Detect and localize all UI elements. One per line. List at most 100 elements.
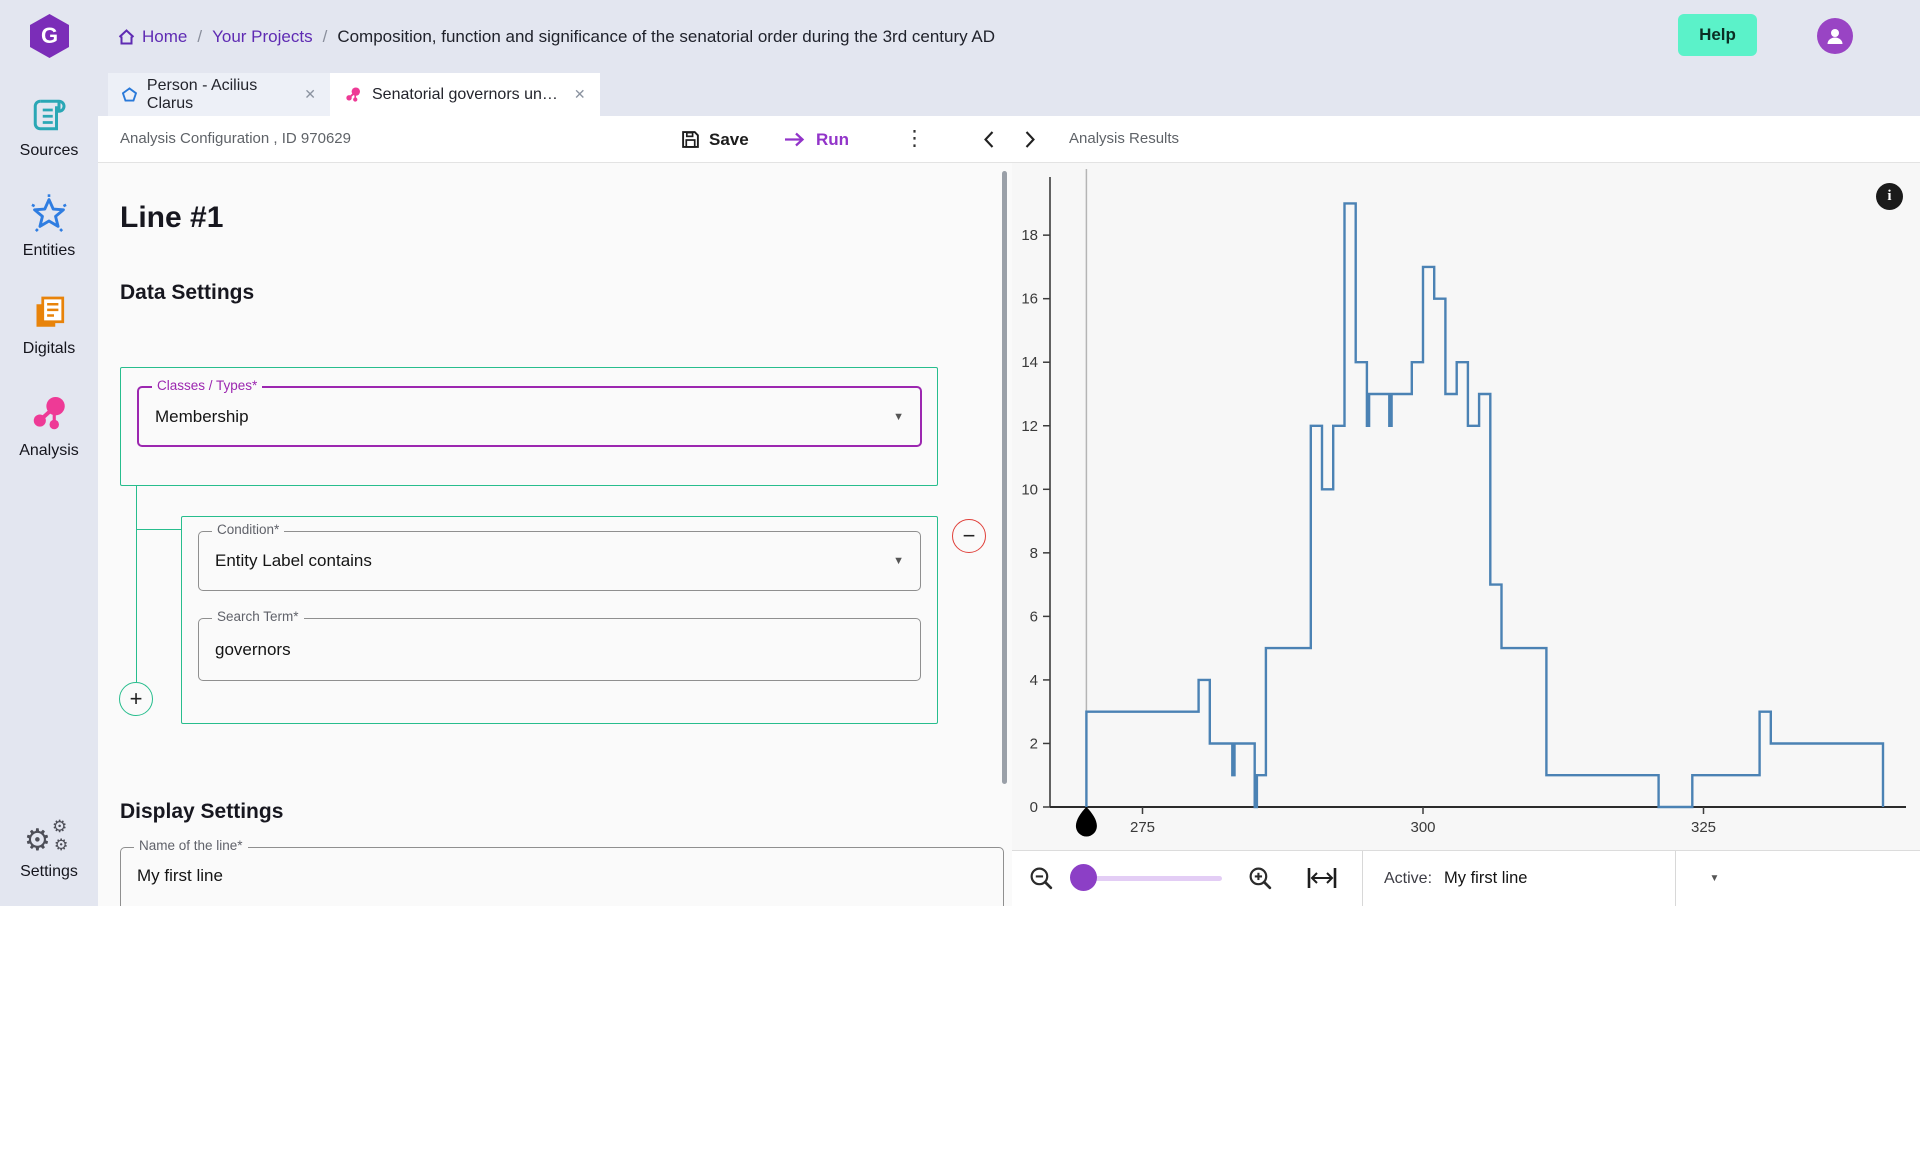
config-toolbar: Analysis Configuration , ID 970629 Save bbox=[98, 116, 1012, 163]
person-icon bbox=[1827, 29, 1843, 44]
save-button[interactable]: Save bbox=[681, 116, 749, 163]
tab-close-icon[interactable]: ✕ bbox=[304, 86, 316, 102]
top-bar: G Home / Your Projects / Composition, fu… bbox=[0, 0, 1920, 73]
connector-line-vertical bbox=[136, 486, 137, 682]
add-condition-button[interactable]: + bbox=[119, 682, 153, 716]
sidebar-item-sources[interactable]: Sources bbox=[0, 95, 98, 160]
workspace: Analysis Configuration , ID 970629 Save bbox=[98, 116, 1920, 906]
sidebar-label: Sources bbox=[19, 142, 79, 159]
expand-right-icon[interactable] bbox=[1024, 130, 1036, 154]
left-sidebar: Sources Entities Digitals bbox=[0, 73, 98, 906]
active-line-dropdown[interactable]: Active: My first line ▼ bbox=[1384, 851, 1719, 906]
info-icon[interactable]: i bbox=[1876, 183, 1903, 210]
results-header: Analysis Results bbox=[1012, 116, 1920, 163]
breadcrumb-projects-link[interactable]: Your Projects bbox=[212, 26, 313, 46]
config-title: Analysis Configuration , ID 970629 bbox=[120, 130, 351, 147]
results-chart: 0 2 4 6 8 10 12 14 16 18 275 300 325 i bbox=[1012, 163, 1920, 850]
search-term-input[interactable]: Search Term* governors bbox=[198, 609, 921, 681]
y-tick-label: 14 bbox=[1021, 354, 1038, 371]
tab-person-acilius-clarus[interactable]: Person - Acilius Clarus ✕ bbox=[108, 73, 330, 116]
y-tick-label: 12 bbox=[1021, 418, 1038, 435]
vertical-scrollbar[interactable] bbox=[1002, 171, 1007, 784]
sidebar-item-digitals[interactable]: Digitals bbox=[0, 293, 98, 358]
active-line-value: My first line bbox=[1444, 869, 1528, 887]
tab-bar: Person - Acilius Clarus ✕ Senatorial gov… bbox=[98, 73, 1920, 116]
display-settings-heading: Display Settings bbox=[120, 800, 284, 823]
classes-types-label: Classes / Types* bbox=[152, 378, 263, 393]
classes-types-dropdown[interactable]: Classes / Types* Membership ▼ bbox=[137, 378, 922, 447]
tab-senatorial-governors[interactable]: Senatorial governors un… ✕ bbox=[330, 73, 600, 116]
chevron-down-icon: ▼ bbox=[1709, 873, 1720, 884]
chart-controls-bar: Active: My first line ▼ bbox=[1012, 850, 1920, 906]
fit-width-icon bbox=[1307, 868, 1337, 888]
tab-close-icon[interactable]: ✕ bbox=[573, 86, 586, 102]
y-tick-label: 16 bbox=[1021, 291, 1038, 308]
x-tick-label: 300 bbox=[1410, 819, 1435, 836]
active-label: Active: bbox=[1384, 869, 1433, 887]
zoom-in-button[interactable] bbox=[1247, 865, 1274, 897]
sidebar-item-entities[interactable]: Entities bbox=[0, 193, 98, 260]
documents-icon bbox=[36, 296, 65, 327]
run-label: Run bbox=[816, 129, 850, 149]
y-tick-label: 2 bbox=[1030, 735, 1038, 752]
scroll-icon bbox=[33, 99, 66, 131]
tab-label: Senatorial governors un… bbox=[372, 85, 558, 103]
pentagon-icon bbox=[122, 87, 137, 102]
breadcrumb-separator: / bbox=[322, 26, 328, 46]
config-form: Line #1 Data Settings Classes / Types* M… bbox=[98, 163, 1012, 906]
timeline-marker-handle[interactable] bbox=[1075, 807, 1097, 837]
condition-group-box bbox=[181, 516, 938, 724]
sidebar-item-analysis[interactable]: Analysis bbox=[0, 393, 98, 460]
more-options-icon[interactable]: ⋮ bbox=[904, 127, 925, 150]
analysis-config-panel: Analysis Configuration , ID 970629 Save bbox=[98, 116, 1012, 906]
breadcrumb: Home / Your Projects / Composition, func… bbox=[118, 0, 995, 73]
sidebar-item-settings[interactable]: ⚙ ⚙ ⚙ Settings bbox=[0, 817, 98, 881]
condition-dropdown[interactable]: Condition* Entity Label contains ▼ bbox=[198, 522, 921, 591]
chart-zoom-slider[interactable] bbox=[1080, 876, 1222, 881]
y-tick-label: 18 bbox=[1021, 227, 1038, 244]
run-button[interactable]: Run bbox=[784, 116, 849, 163]
x-tick-label: 275 bbox=[1130, 819, 1155, 836]
chart-zoom-slider-thumb[interactable] bbox=[1070, 864, 1097, 891]
breadcrumb-home-link[interactable]: Home bbox=[118, 27, 187, 47]
floppy-icon bbox=[682, 131, 699, 148]
y-tick-label: 4 bbox=[1030, 672, 1038, 689]
connector-line-horizontal bbox=[136, 529, 181, 530]
classes-group-box bbox=[120, 367, 938, 486]
results-title: Analysis Results bbox=[1069, 130, 1180, 147]
breadcrumb-home-label: Home bbox=[142, 26, 188, 46]
step-chart: 0 2 4 6 8 10 12 14 16 18 275 300 325 bbox=[1021, 169, 1906, 837]
x-tick-label: 325 bbox=[1691, 819, 1716, 836]
step-line-series bbox=[1085, 202, 1885, 809]
star-icon bbox=[31, 194, 67, 232]
gears-icon: ⚙ ⚙ ⚙ bbox=[24, 817, 69, 857]
line-heading: Line #1 bbox=[120, 201, 224, 234]
app-window: G Home / Your Projects / Composition, fu… bbox=[0, 0, 1920, 906]
classes-types-value: Membership bbox=[155, 406, 249, 426]
zoom-out-button[interactable] bbox=[1028, 865, 1055, 897]
user-avatar[interactable] bbox=[1817, 18, 1853, 54]
chevron-down-icon: ▼ bbox=[893, 555, 904, 567]
help-button[interactable]: Help bbox=[1678, 14, 1757, 56]
divider bbox=[1675, 851, 1676, 906]
fit-width-button[interactable] bbox=[1306, 866, 1338, 895]
magnifier-plus-icon bbox=[1249, 867, 1272, 890]
y-tick-label: 10 bbox=[1021, 481, 1038, 498]
magnifier-minus-icon bbox=[1030, 867, 1053, 890]
sidebar-label: Analysis bbox=[19, 442, 79, 459]
data-settings-heading: Data Settings bbox=[120, 281, 255, 304]
divider bbox=[1362, 851, 1363, 906]
sidebar-label: Entities bbox=[22, 242, 76, 259]
condition-value: Entity Label contains bbox=[215, 551, 372, 570]
remove-condition-button[interactable]: − bbox=[952, 519, 986, 553]
y-tick-label: 0 bbox=[1030, 799, 1038, 816]
run-arrow-icon bbox=[785, 132, 805, 147]
breadcrumb-current-page: Composition, function and significance o… bbox=[337, 26, 996, 46]
line-name-input[interactable]: Name of the line* My first line bbox=[120, 838, 1004, 906]
collapse-left-icon[interactable] bbox=[983, 130, 995, 154]
main-area: Person - Acilius Clarus ✕ Senatorial gov… bbox=[98, 73, 1920, 906]
search-term-label: Search Term* bbox=[212, 609, 304, 624]
home-icon bbox=[118, 28, 135, 44]
app-logo[interactable]: G bbox=[30, 14, 69, 58]
network-icon bbox=[346, 86, 360, 102]
